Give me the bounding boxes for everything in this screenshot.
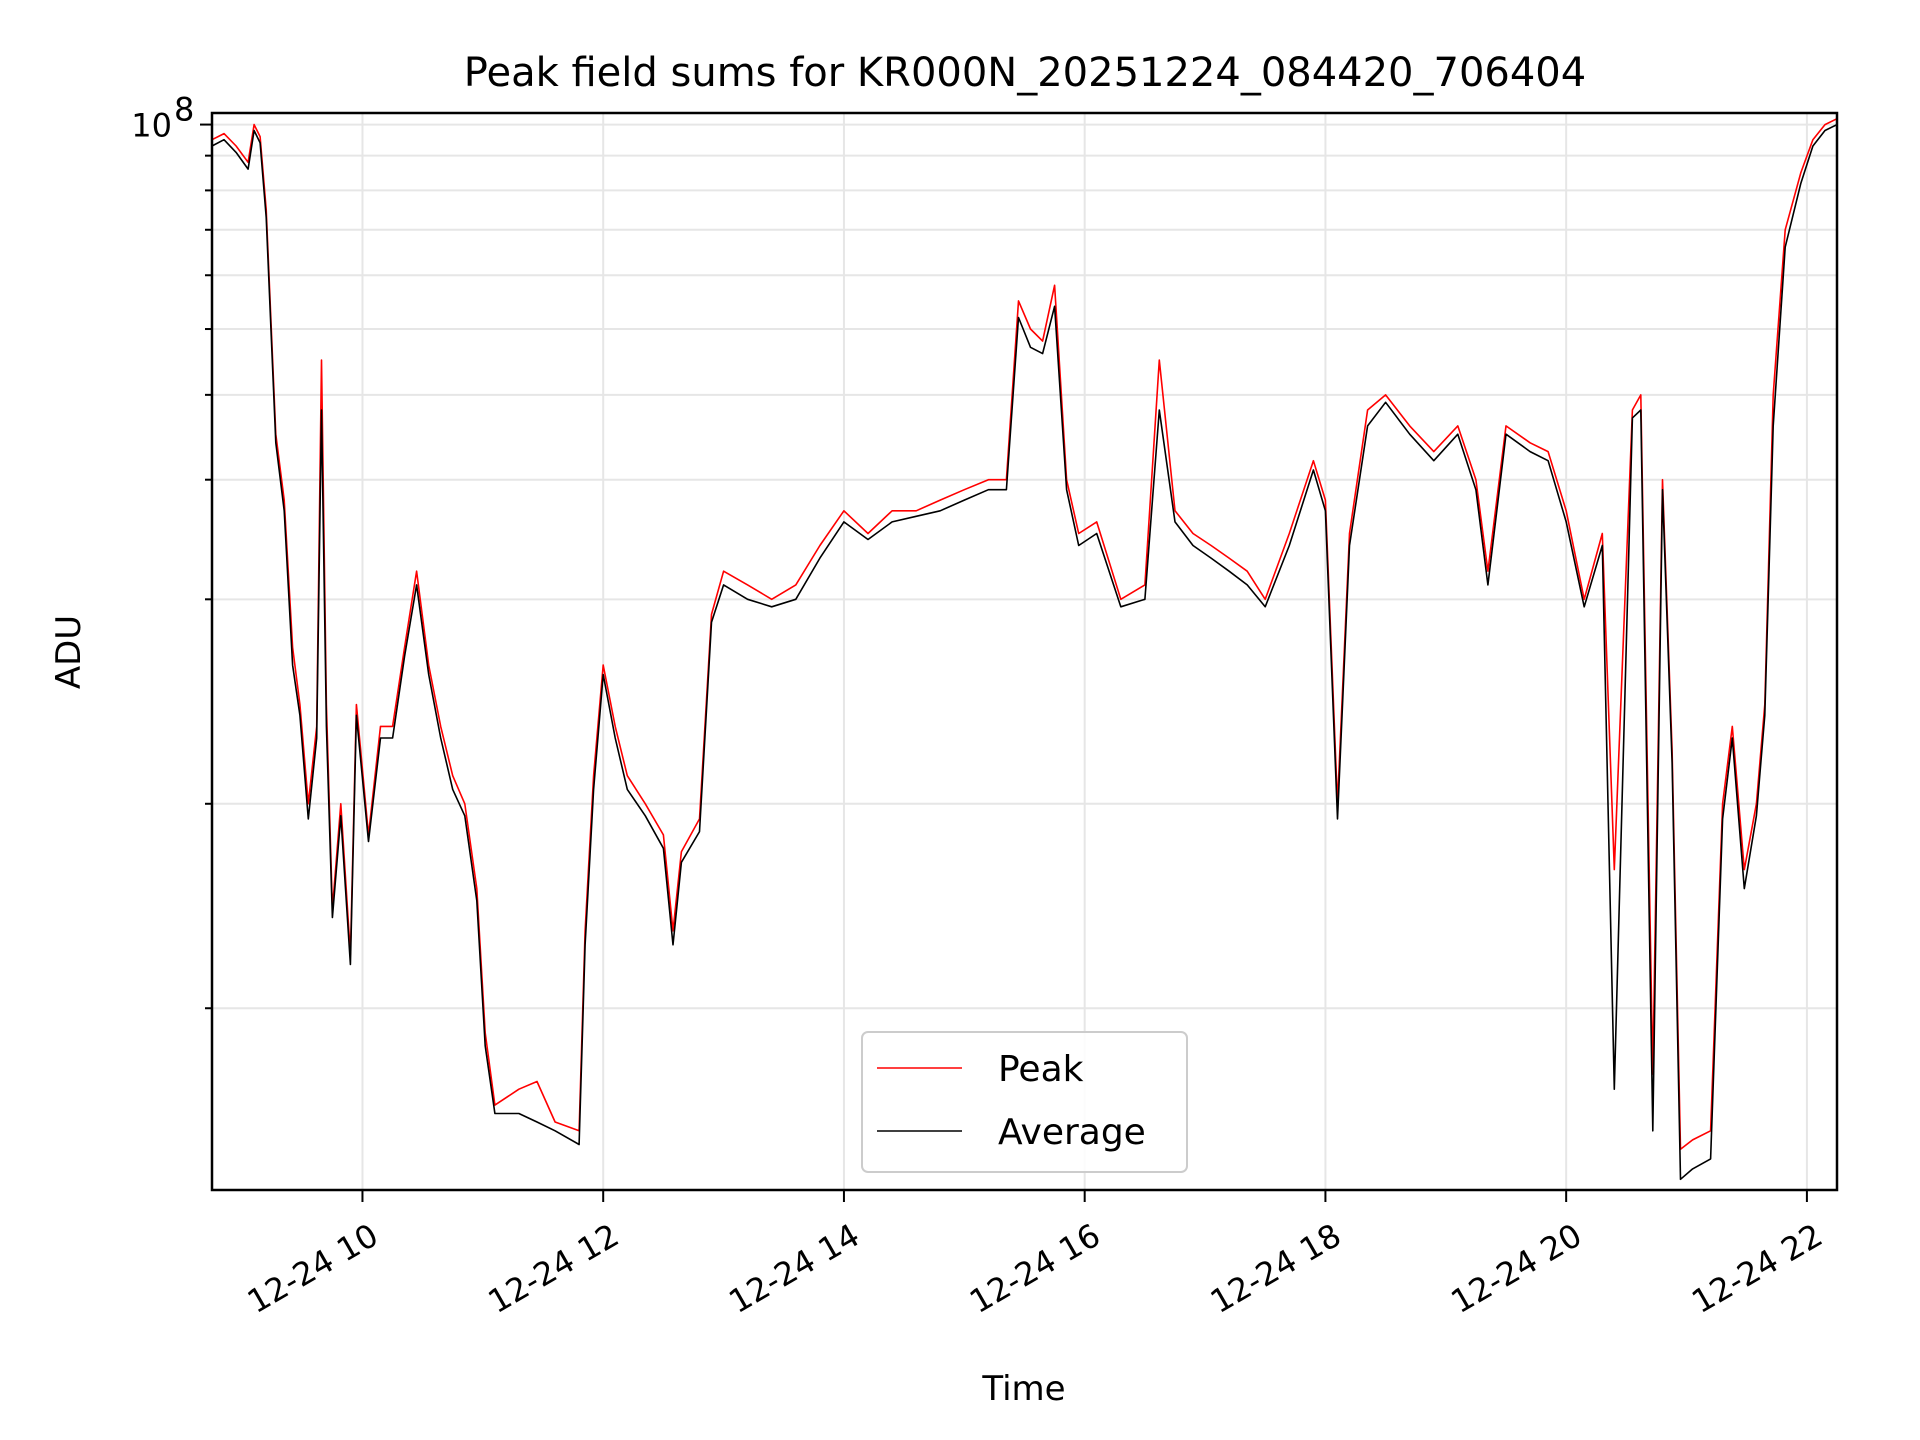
- legend: Peak Average: [861, 1031, 1188, 1173]
- series-line-average: [211, 123, 1838, 1181]
- legend-label-peak: Peak: [998, 1049, 1084, 1090]
- grid-lines: [212, 113, 1837, 1190]
- y-tick-label: 10: [131, 107, 172, 145]
- series-lines: [211, 117, 1838, 1181]
- y-tick-label-exponent: 8: [174, 91, 194, 129]
- x-axis-label: Time: [981, 1369, 1065, 1409]
- legend-box: [861, 1031, 1188, 1173]
- plot-frame: [210, 111, 1839, 1192]
- legend-label-average: Average: [998, 1112, 1146, 1153]
- y-axis-label: ADU: [49, 615, 89, 689]
- chart-title: Peak field sums for KR000N_20251224_0844…: [464, 50, 1586, 96]
